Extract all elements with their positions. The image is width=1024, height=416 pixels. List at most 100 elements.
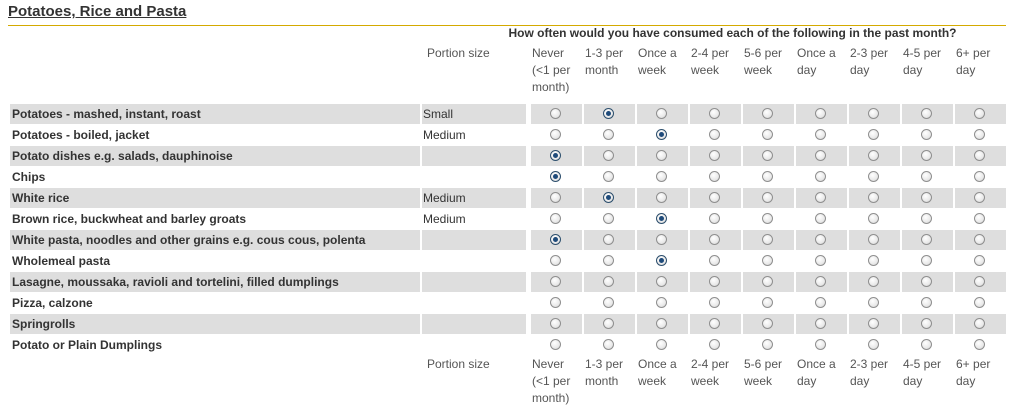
frequency-radio[interactable] bbox=[709, 339, 720, 350]
frequency-radio[interactable] bbox=[550, 150, 561, 161]
frequency-radio[interactable] bbox=[815, 276, 826, 287]
frequency-radio[interactable] bbox=[656, 276, 667, 287]
frequency-radio[interactable] bbox=[762, 150, 773, 161]
frequency-radio[interactable] bbox=[550, 318, 561, 329]
frequency-radio[interactable] bbox=[550, 276, 561, 287]
frequency-radio[interactable] bbox=[815, 255, 826, 266]
frequency-radio[interactable] bbox=[974, 171, 985, 182]
frequency-radio[interactable] bbox=[868, 192, 879, 203]
frequency-radio[interactable] bbox=[603, 108, 614, 119]
frequency-radio[interactable] bbox=[656, 234, 667, 245]
frequency-radio[interactable] bbox=[656, 297, 667, 308]
frequency-radio[interactable] bbox=[868, 150, 879, 161]
frequency-radio[interactable] bbox=[603, 339, 614, 350]
frequency-radio[interactable] bbox=[974, 255, 985, 266]
frequency-radio[interactable] bbox=[709, 234, 720, 245]
frequency-radio[interactable] bbox=[921, 150, 932, 161]
frequency-radio[interactable] bbox=[656, 129, 667, 140]
frequency-radio[interactable] bbox=[709, 255, 720, 266]
frequency-radio[interactable] bbox=[762, 108, 773, 119]
frequency-radio[interactable] bbox=[868, 297, 879, 308]
frequency-radio[interactable] bbox=[709, 129, 720, 140]
frequency-radio[interactable] bbox=[921, 318, 932, 329]
frequency-radio[interactable] bbox=[656, 108, 667, 119]
frequency-radio[interactable] bbox=[762, 297, 773, 308]
frequency-radio[interactable] bbox=[762, 339, 773, 350]
frequency-radio[interactable] bbox=[974, 108, 985, 119]
frequency-radio[interactable] bbox=[762, 255, 773, 266]
frequency-radio[interactable] bbox=[603, 192, 614, 203]
frequency-radio[interactable] bbox=[762, 234, 773, 245]
frequency-radio[interactable] bbox=[815, 234, 826, 245]
frequency-radio[interactable] bbox=[656, 318, 667, 329]
frequency-radio[interactable] bbox=[603, 234, 614, 245]
frequency-radio[interactable] bbox=[868, 339, 879, 350]
frequency-radio[interactable] bbox=[709, 297, 720, 308]
frequency-radio[interactable] bbox=[815, 339, 826, 350]
frequency-radio[interactable] bbox=[921, 213, 932, 224]
frequency-radio[interactable] bbox=[868, 318, 879, 329]
frequency-radio[interactable] bbox=[868, 171, 879, 182]
frequency-radio[interactable] bbox=[815, 297, 826, 308]
frequency-radio[interactable] bbox=[868, 276, 879, 287]
frequency-radio[interactable] bbox=[550, 192, 561, 203]
frequency-radio[interactable] bbox=[815, 171, 826, 182]
frequency-radio[interactable] bbox=[762, 129, 773, 140]
frequency-radio[interactable] bbox=[709, 108, 720, 119]
frequency-radio[interactable] bbox=[974, 150, 985, 161]
frequency-radio[interactable] bbox=[603, 297, 614, 308]
frequency-radio[interactable] bbox=[550, 234, 561, 245]
frequency-radio[interactable] bbox=[550, 255, 561, 266]
frequency-radio[interactable] bbox=[603, 318, 614, 329]
frequency-radio[interactable] bbox=[603, 129, 614, 140]
frequency-radio[interactable] bbox=[921, 108, 932, 119]
frequency-radio[interactable] bbox=[815, 192, 826, 203]
frequency-radio[interactable] bbox=[974, 276, 985, 287]
frequency-radio[interactable] bbox=[815, 150, 826, 161]
frequency-radio[interactable] bbox=[868, 108, 879, 119]
frequency-radio[interactable] bbox=[868, 255, 879, 266]
frequency-radio[interactable] bbox=[656, 150, 667, 161]
frequency-radio[interactable] bbox=[656, 192, 667, 203]
frequency-radio[interactable] bbox=[974, 297, 985, 308]
frequency-radio[interactable] bbox=[656, 339, 667, 350]
frequency-radio[interactable] bbox=[656, 213, 667, 224]
frequency-radio[interactable] bbox=[603, 171, 614, 182]
frequency-radio[interactable] bbox=[921, 234, 932, 245]
frequency-radio[interactable] bbox=[550, 108, 561, 119]
frequency-radio[interactable] bbox=[762, 192, 773, 203]
frequency-radio[interactable] bbox=[974, 339, 985, 350]
frequency-radio[interactable] bbox=[550, 171, 561, 182]
frequency-radio[interactable] bbox=[709, 318, 720, 329]
frequency-radio[interactable] bbox=[974, 318, 985, 329]
frequency-radio[interactable] bbox=[815, 129, 826, 140]
frequency-radio[interactable] bbox=[603, 213, 614, 224]
frequency-radio[interactable] bbox=[709, 213, 720, 224]
frequency-radio[interactable] bbox=[550, 339, 561, 350]
frequency-radio[interactable] bbox=[762, 213, 773, 224]
frequency-radio[interactable] bbox=[974, 234, 985, 245]
frequency-radio[interactable] bbox=[921, 297, 932, 308]
frequency-radio[interactable] bbox=[868, 213, 879, 224]
frequency-radio[interactable] bbox=[709, 276, 720, 287]
frequency-radio[interactable] bbox=[709, 150, 720, 161]
frequency-radio[interactable] bbox=[709, 171, 720, 182]
frequency-radio[interactable] bbox=[815, 318, 826, 329]
frequency-radio[interactable] bbox=[921, 192, 932, 203]
frequency-radio[interactable] bbox=[603, 255, 614, 266]
frequency-radio[interactable] bbox=[709, 192, 720, 203]
frequency-radio[interactable] bbox=[921, 129, 932, 140]
frequency-radio[interactable] bbox=[762, 171, 773, 182]
frequency-radio[interactable] bbox=[656, 255, 667, 266]
frequency-radio[interactable] bbox=[921, 339, 932, 350]
frequency-radio[interactable] bbox=[815, 108, 826, 119]
frequency-radio[interactable] bbox=[921, 255, 932, 266]
frequency-radio[interactable] bbox=[603, 276, 614, 287]
frequency-radio[interactable] bbox=[815, 213, 826, 224]
frequency-radio[interactable] bbox=[921, 276, 932, 287]
frequency-radio[interactable] bbox=[603, 150, 614, 161]
frequency-radio[interactable] bbox=[656, 171, 667, 182]
frequency-radio[interactable] bbox=[974, 129, 985, 140]
frequency-radio[interactable] bbox=[762, 276, 773, 287]
frequency-radio[interactable] bbox=[868, 129, 879, 140]
